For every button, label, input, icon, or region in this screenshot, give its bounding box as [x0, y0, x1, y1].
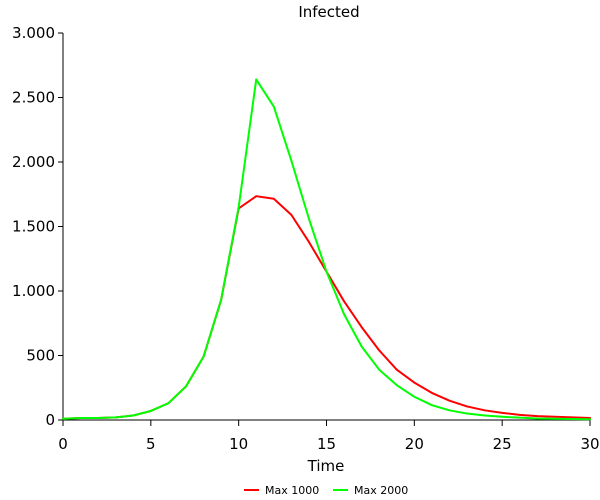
data-point-1-19 — [395, 384, 398, 387]
y-tick-label-1: 500 — [26, 347, 55, 365]
data-point-1-27 — [536, 417, 539, 420]
data-point-1-23 — [466, 412, 468, 415]
data-point-1-6 — [167, 402, 170, 405]
data-point-1-7 — [185, 385, 187, 388]
data-point-1-13 — [290, 159, 293, 162]
legend: Max 1000 Max 2000 — [244, 484, 408, 497]
data-point-1-17 — [360, 345, 363, 348]
legend-label-max-1000: Max 1000 — [265, 484, 319, 497]
data-point-0-21 — [431, 392, 433, 394]
data-point-1-20 — [413, 395, 416, 398]
data-point-1-16 — [343, 313, 345, 316]
data-point-0-22 — [448, 399, 451, 402]
data-point-1-28 — [553, 417, 556, 420]
data-point-1-21 — [431, 404, 433, 407]
data-point-0-17 — [360, 326, 363, 329]
data-point-1-5 — [149, 410, 152, 412]
data-point-0-13 — [290, 213, 293, 216]
data-point-1-12 — [272, 105, 275, 108]
data-point-0-28 — [553, 415, 556, 418]
y-tick-label-6: 3.000 — [12, 24, 55, 42]
x-tick-label-1: 5 — [146, 435, 156, 453]
data-point-1-14 — [308, 217, 310, 220]
data-point-1-15 — [325, 270, 328, 273]
series-line-max-2000 — [62, 78, 591, 421]
y-tick-label-3: 1.500 — [12, 218, 55, 236]
data-point-0-27 — [536, 415, 539, 418]
tick-layer: 0 500 1.000 1.500 2.000 2.500 3.000 0 5 10 15 20 25 3… — [12, 24, 600, 453]
data-point-1-11 — [255, 78, 258, 81]
x-tick-label-6: 30 — [580, 435, 599, 453]
data-point-1-18 — [378, 368, 381, 371]
x-axis-title: Time — [307, 457, 345, 475]
data-point-0-14 — [308, 241, 310, 243]
y-tick-label-5: 2.500 — [12, 89, 55, 107]
x-tick-label-4: 20 — [405, 435, 424, 453]
data-point-0-25 — [501, 412, 504, 414]
y-tick-label-0: 0 — [45, 411, 55, 429]
data-point-1-8 — [202, 355, 205, 358]
data-point-1-29 — [571, 418, 574, 420]
data-point-1-26 — [518, 416, 521, 419]
data-point-0-23 — [466, 405, 468, 408]
data-point-1-4 — [132, 414, 135, 417]
x-tick-label-5: 25 — [493, 435, 512, 453]
data-point-0-19 — [395, 368, 398, 371]
series-line-max-1000 — [62, 195, 591, 420]
data-point-1-25 — [501, 415, 504, 418]
data-point-0-24 — [483, 409, 486, 412]
data-point-0-29 — [571, 416, 574, 419]
y-tick-label-4: 2.000 — [12, 153, 55, 171]
data-point-0-12 — [272, 197, 275, 200]
x-tick-label-2: 10 — [229, 435, 248, 453]
y-tick-label-2: 1.000 — [12, 282, 55, 300]
data-point-0-18 — [378, 349, 381, 352]
chart-title: Infected — [298, 3, 359, 21]
data-point-1-24 — [483, 414, 486, 417]
data-point-1-22 — [448, 409, 451, 412]
legend-label-max-2000: Max 2000 — [354, 484, 408, 497]
data-point-1-9 — [220, 299, 223, 301]
data-point-1-3 — [114, 416, 117, 419]
x-tick-label-0: 0 — [58, 435, 68, 453]
x-tick-label-3: 15 — [317, 435, 336, 453]
data-point-0-11 — [255, 195, 258, 198]
data-point-0-16 — [343, 300, 345, 303]
data-point-1-2 — [97, 417, 100, 419]
series-layer — [62, 78, 591, 421]
data-point-0-26 — [518, 413, 521, 416]
data-point-1-30 — [589, 418, 591, 421]
data-point-0-20 — [413, 381, 416, 384]
data-point-1-1 — [79, 417, 82, 419]
data-point-1-0 — [62, 417, 64, 420]
data-point-1-10 — [237, 206, 240, 209]
